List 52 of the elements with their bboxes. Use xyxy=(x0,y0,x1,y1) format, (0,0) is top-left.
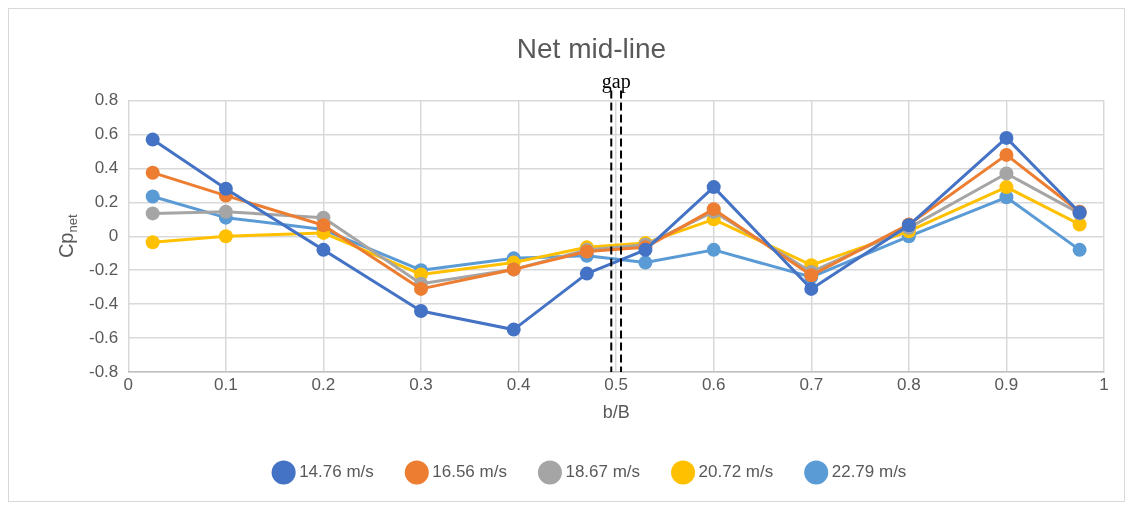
point xyxy=(804,281,819,296)
y-tick-label: 0.6 xyxy=(94,124,119,144)
x-tick-label: 0 xyxy=(123,374,134,394)
ref-line-label: gap xyxy=(601,69,631,93)
point xyxy=(218,204,233,219)
x-tick-label: 0.2 xyxy=(311,374,336,394)
legend-label: 20.72 m/s xyxy=(698,462,774,482)
x-tick-label: 0.6 xyxy=(701,374,726,394)
legend-label: 14.76 m/s xyxy=(299,462,374,482)
y-tick-label: 0.8 xyxy=(94,90,119,110)
point xyxy=(145,235,160,250)
x-axis-title: b/B xyxy=(602,402,630,423)
point xyxy=(414,281,429,296)
point xyxy=(999,130,1014,145)
point xyxy=(638,255,653,270)
point xyxy=(579,266,594,281)
x-tick-label: 0.9 xyxy=(994,374,1019,394)
legend-label: 18.67 m/s xyxy=(565,462,641,482)
y-tick-label: -0.2 xyxy=(89,259,119,279)
point xyxy=(145,132,160,147)
point xyxy=(145,206,160,221)
y-tick-label: -0.8 xyxy=(89,361,119,381)
point xyxy=(145,165,160,180)
x-tick-label: 1 xyxy=(1099,374,1109,394)
point xyxy=(999,180,1014,195)
point xyxy=(999,147,1014,162)
chart-title: Net mid-line xyxy=(516,32,667,64)
point xyxy=(506,322,521,337)
x-tick-label: 0.8 xyxy=(897,374,921,394)
x-tick-label: 0.3 xyxy=(409,374,433,394)
y-axis-title: Cpnet xyxy=(55,214,81,259)
point xyxy=(218,229,233,244)
point xyxy=(316,242,331,257)
x-tick-label: 0.1 xyxy=(214,374,238,394)
legend-label: 22.79 m/s xyxy=(831,462,907,482)
point xyxy=(999,166,1014,181)
y-tick-label: 0 xyxy=(108,225,119,245)
point xyxy=(706,242,721,257)
y-tick-label: -0.4 xyxy=(89,293,119,313)
legend-label: 16.56 m/s xyxy=(432,462,507,482)
y-tick-label: -0.6 xyxy=(89,327,119,347)
x-tick-label: 0.5 xyxy=(604,374,628,394)
point xyxy=(414,303,429,318)
point xyxy=(316,218,331,233)
point xyxy=(1072,242,1087,257)
point xyxy=(218,181,233,196)
point xyxy=(706,180,721,195)
y-tick-label: 0.2 xyxy=(94,192,119,212)
x-tick-label: 0.4 xyxy=(506,374,531,394)
point xyxy=(145,189,160,204)
x-tick-label: 0.7 xyxy=(799,374,824,394)
y-tick-label: 0.4 xyxy=(94,158,119,178)
